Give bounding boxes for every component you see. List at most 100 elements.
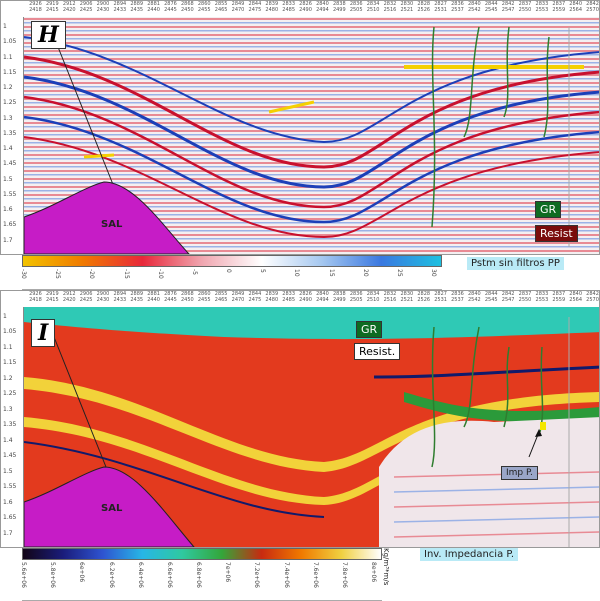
colorbar-tick: 7e+06 bbox=[224, 562, 232, 583]
trace-label: 2833 2485 bbox=[282, 1, 296, 13]
gr-legend: GR bbox=[356, 321, 383, 338]
trace-label: 2906 2425 bbox=[79, 291, 93, 303]
time-tick: 1.3 bbox=[3, 114, 13, 122]
seismic-image bbox=[24, 17, 599, 254]
colorbar-tick: 7.2e+06 bbox=[253, 562, 261, 588]
trace-label: 2860 2455 bbox=[197, 1, 211, 13]
trace-label: 2844 2545 bbox=[484, 1, 498, 13]
seismic-section-pstm[interactable] bbox=[24, 17, 599, 254]
trace-label: 2837 2550 bbox=[518, 291, 532, 303]
trace-label: 2900 2430 bbox=[96, 1, 110, 13]
trace-label: 2830 2521 bbox=[400, 1, 414, 13]
trace-label: 2837 2550 bbox=[518, 1, 532, 13]
time-tick: 1.4 bbox=[3, 145, 13, 153]
trace-label: 2838 2499 bbox=[332, 1, 346, 13]
trace-label: 2833 2553 bbox=[535, 1, 549, 13]
colorbar-tick: 6.2e+06 bbox=[107, 562, 115, 588]
time-tick: 1.05 bbox=[3, 328, 17, 336]
trace-label: 2836 2537 bbox=[451, 291, 464, 303]
trace-label: 2906 2425 bbox=[79, 1, 93, 13]
trace-label: 2833 2485 bbox=[282, 291, 296, 303]
trace-label: 2894 2433 bbox=[113, 291, 127, 303]
colorbar-tick: 8e+06 bbox=[370, 562, 377, 583]
time-tick: 1.25 bbox=[3, 99, 17, 107]
time-tick: 1.55 bbox=[3, 483, 17, 491]
time-tick: 1.15 bbox=[3, 359, 17, 367]
trace-label: 2832 2516 bbox=[383, 1, 397, 13]
trace-label: 2838 2499 bbox=[332, 291, 346, 303]
colorbar-tick: -5 bbox=[190, 269, 198, 275]
time-tick: 1.65 bbox=[3, 514, 17, 522]
trace-label: 2826 2490 bbox=[299, 291, 312, 303]
trace-label: 2837 2559 bbox=[552, 291, 566, 303]
colorbar-tick: 5.8e+06 bbox=[49, 562, 57, 588]
colorbar-tick: -20 bbox=[88, 269, 96, 279]
trace-label: 2836 2505 bbox=[349, 291, 363, 303]
time-tick: 1.35 bbox=[3, 129, 17, 137]
trace-label: 2919 2415 bbox=[45, 291, 59, 303]
seismic-panel-i: 2926 2418 2919 2415 2912 2420 2906 2425 2900 2430… bbox=[0, 290, 600, 548]
time-tick: 1.35 bbox=[3, 421, 17, 429]
trace-label: 2881 2440 bbox=[147, 1, 160, 13]
trace-label: 2827 2531 bbox=[434, 1, 447, 13]
trace-label: 2926 2418 bbox=[29, 291, 42, 303]
salt-label: SAL bbox=[101, 503, 123, 514]
trace-label: 2912 2420 bbox=[62, 291, 76, 303]
panel-letter: H bbox=[31, 21, 66, 49]
colorbar-tick: 6.6e+06 bbox=[165, 562, 173, 588]
trace-label: 2837 2559 bbox=[552, 1, 566, 13]
time-tick: 1.7 bbox=[3, 529, 13, 537]
trace-label: 2839 2480 bbox=[265, 1, 279, 13]
trace-label: 2868 2450 bbox=[181, 1, 194, 13]
trace-label: 2919 2415 bbox=[45, 1, 59, 13]
section-caption: Pstm sin filtros PP bbox=[467, 257, 564, 270]
colorbar-tick: 7.6e+06 bbox=[311, 562, 319, 588]
colorbar-h: -30 -25 -20 -15 -10 -5 0 5 10 15 20 25 30 bbox=[20, 255, 442, 290]
trace-label: 2834 2510 bbox=[366, 1, 380, 13]
time-tick: 1.5 bbox=[3, 467, 13, 475]
resist-legend: Resist bbox=[535, 225, 578, 242]
time-tick: 1.45 bbox=[3, 452, 17, 460]
trace-label: 2876 2445 bbox=[164, 1, 177, 13]
trace-label: 2839 2480 bbox=[265, 291, 279, 303]
time-tick: 1.2 bbox=[3, 84, 13, 92]
colorbar-tick: 30 bbox=[430, 269, 437, 277]
colorbar-ticks: 5.6e+06 5.8e+06 6e+06 6.2e+06 6.4e+06 6.6e+06… bbox=[20, 560, 382, 601]
trace-label: 2832 2516 bbox=[383, 291, 397, 303]
trace-label: 2833 2553 bbox=[535, 291, 549, 303]
trace-label: 2840 2542 bbox=[468, 291, 481, 303]
colorbar-tick: 6.8e+06 bbox=[195, 562, 202, 588]
trace-label: 2840 2542 bbox=[468, 1, 481, 13]
time-tick: 1.45 bbox=[3, 160, 17, 168]
gr-legend: GR bbox=[535, 201, 562, 218]
colorbar-tick: 15 bbox=[327, 269, 335, 277]
panel-letter: I bbox=[31, 319, 56, 347]
trace-label: 2840 2564 bbox=[569, 1, 583, 13]
trace-label: 2834 2510 bbox=[366, 291, 380, 303]
colorbar-units: Kg/m³*m/s bbox=[382, 548, 390, 586]
colorbar-tick: 6.4e+06 bbox=[136, 562, 144, 588]
colorbar-tick: 6e+06 bbox=[78, 562, 86, 583]
colorbar-tick: 0 bbox=[225, 269, 232, 273]
time-tick: 1.05 bbox=[3, 38, 17, 46]
time-axis-line bbox=[23, 307, 24, 547]
colorbar-gradient bbox=[22, 548, 382, 560]
time-tick: 1.25 bbox=[3, 390, 17, 398]
time-tick: 1.2 bbox=[3, 374, 13, 382]
time-tick: 1.5 bbox=[3, 175, 13, 183]
impedance-section[interactable] bbox=[24, 307, 599, 547]
time-tick: 1.4 bbox=[3, 436, 13, 444]
trace-label: 2900 2430 bbox=[96, 291, 110, 303]
colorbar-tick: 5 bbox=[259, 269, 267, 273]
trace-label: 2868 2450 bbox=[181, 291, 194, 303]
trace-label: 2830 2521 bbox=[400, 291, 414, 303]
time-tick: 1.6 bbox=[3, 206, 13, 214]
colorbar-tick: -25 bbox=[54, 269, 62, 279]
resist-legend: Resist. bbox=[354, 343, 401, 360]
colorbar-tick: 7.4e+06 bbox=[282, 562, 290, 588]
trace-label: 2881 2440 bbox=[147, 291, 160, 303]
trace-label: 2912 2420 bbox=[62, 1, 76, 13]
time-axis-line bbox=[23, 17, 24, 254]
colorbar-tick: 20 bbox=[361, 269, 369, 277]
trace-label: 2926 2418 bbox=[29, 1, 42, 13]
